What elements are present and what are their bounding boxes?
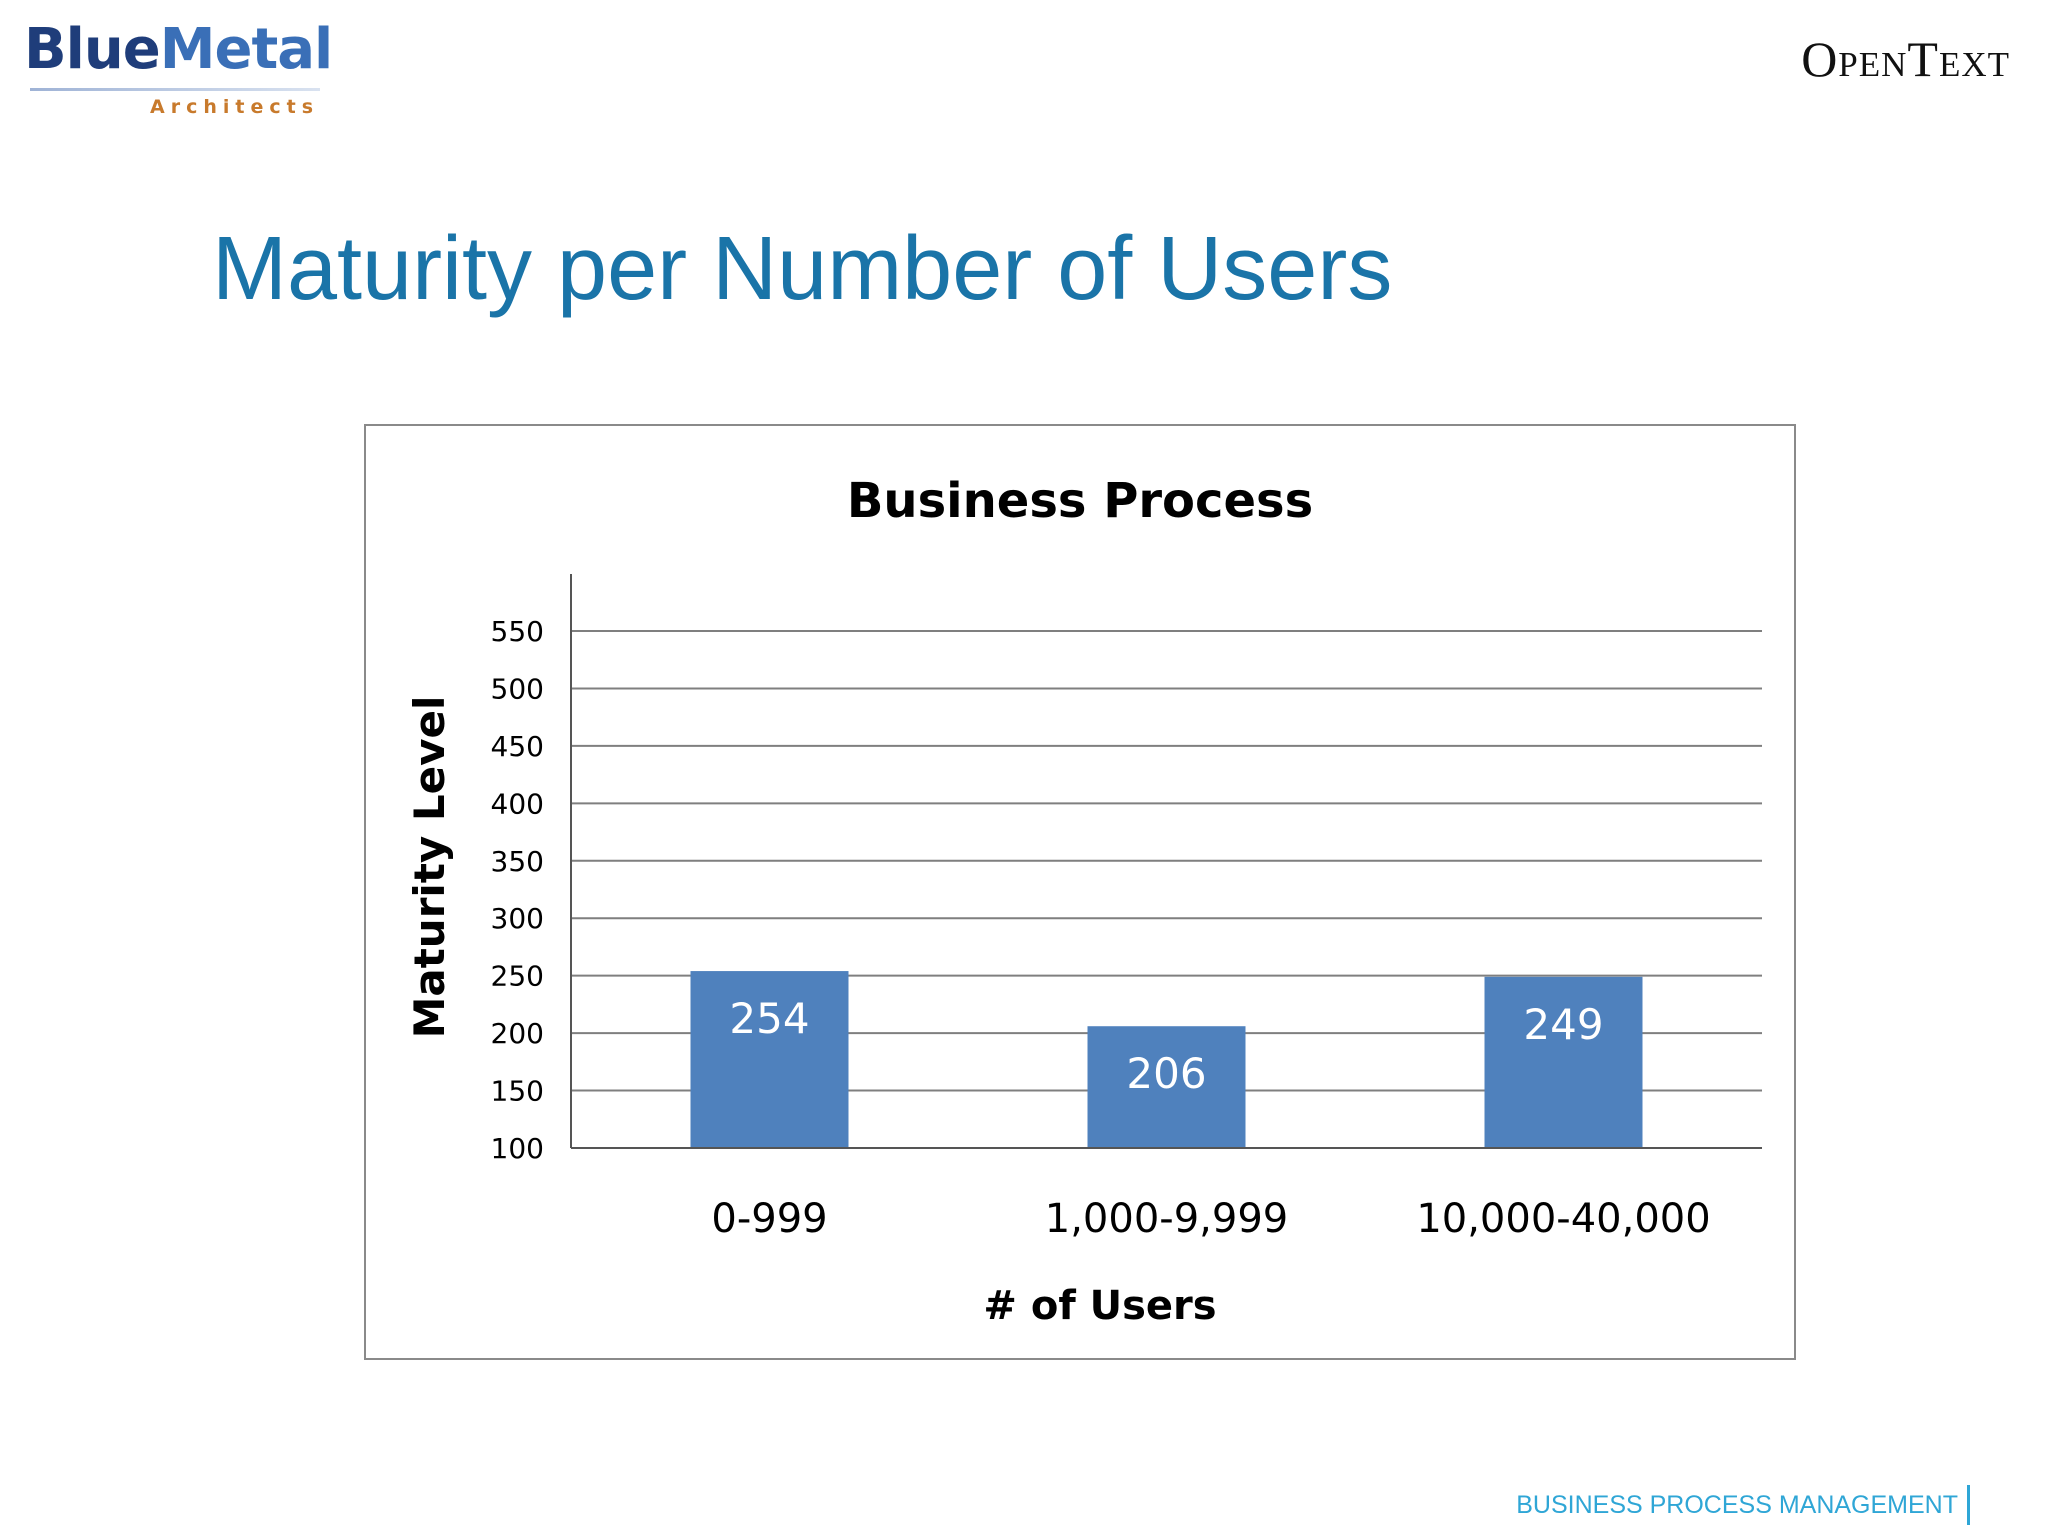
y-tick-label: 250 bbox=[491, 960, 544, 993]
x-tick-labels: 0-999 1,000-9,999 10,000-40,000 bbox=[711, 1196, 1710, 1242]
x-tick-label: 1,000-9,999 bbox=[1045, 1196, 1288, 1242]
y-tick-label: 300 bbox=[491, 902, 544, 935]
x-tick-label: 10,000-40,000 bbox=[1416, 1196, 1710, 1242]
bluemetal-logo-subtitle: Architects bbox=[150, 96, 319, 118]
bluemetal-logo: BlueMetal Architects bbox=[24, 22, 333, 122]
y-tick-label: 200 bbox=[491, 1017, 544, 1050]
y-tick-label: 350 bbox=[491, 845, 544, 878]
y-tick-labels: 100 150 200 250 300 350 400 450 500 550 bbox=[491, 615, 544, 1165]
bar bbox=[1484, 976, 1643, 1148]
chart-title: Business Process bbox=[847, 473, 1313, 529]
bar bbox=[690, 971, 849, 1148]
bar-data-label: 206 bbox=[1126, 1049, 1206, 1098]
bluemetal-logo-line bbox=[30, 88, 320, 91]
footer-text: BUSINESS PROCESS MANAGEMENT bbox=[1516, 1491, 1958, 1519]
bars: 254 206 249 bbox=[690, 971, 1643, 1148]
footer-divider bbox=[1967, 1485, 1970, 1525]
y-tick-label: 500 bbox=[491, 672, 544, 705]
y-axis-label: Maturity Level bbox=[405, 696, 454, 1039]
opentext-logo: OpenText bbox=[1801, 30, 2010, 88]
bar-chart: Business Process 100 150 200 250 300 350 400 45… bbox=[405, 473, 1762, 1329]
y-tick-label: 550 bbox=[491, 615, 544, 648]
bar-data-label: 249 bbox=[1523, 1000, 1603, 1049]
y-tick-label: 400 bbox=[491, 787, 544, 820]
bluemetal-logo-wordmark: BlueMetal bbox=[24, 22, 333, 78]
bluemetal-logo-blue: Blue bbox=[24, 17, 161, 82]
page-title: Maturity per Number of Users bbox=[212, 219, 1393, 319]
opentext-logo-text: OpenText bbox=[1801, 31, 2010, 87]
y-tick-label: 450 bbox=[491, 730, 544, 763]
bluemetal-logo-metal: Metal bbox=[159, 17, 333, 82]
y-tick-label: 150 bbox=[491, 1075, 544, 1108]
x-axis-label: # of Users bbox=[983, 1283, 1216, 1329]
bar-data-label: 254 bbox=[729, 994, 809, 1043]
x-tick-label: 0-999 bbox=[711, 1196, 827, 1242]
chart-frame: Business Process 100 150 200 250 300 350 400 45… bbox=[364, 424, 1796, 1360]
bar bbox=[1087, 1026, 1246, 1148]
y-tick-label: 100 bbox=[491, 1132, 544, 1165]
